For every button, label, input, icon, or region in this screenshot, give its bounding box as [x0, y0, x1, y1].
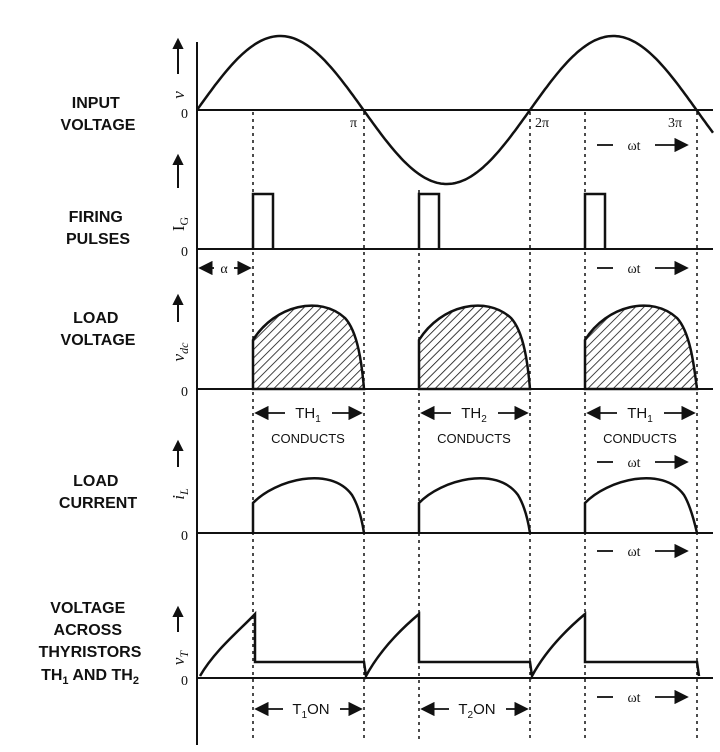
conduction-text-2: CONDUCTS — [437, 431, 511, 446]
input-axis-label: v — [169, 91, 188, 99]
omega-t-label-4: ωt — [627, 545, 640, 560]
load-current-curves — [251, 477, 699, 534]
omega-t-label-5: ωt — [627, 691, 640, 706]
load-current-pulse-1 — [251, 477, 366, 534]
t1-on-label: T1ON — [292, 701, 329, 721]
input-zero-label: 0 — [181, 107, 188, 122]
thyristor-voltage-title: VOLTAGE ACROSS THYRISTORS — [39, 600, 142, 661]
load-current-zero-label: 0 — [181, 529, 188, 544]
load-voltage-axis-label: vdc — [169, 342, 191, 362]
two-pi-tick-label: 2π — [535, 116, 549, 131]
omega-t-label-1: ωt — [627, 139, 640, 154]
pi-tick-label: π — [350, 116, 357, 131]
load-current-pulse-2 — [417, 477, 532, 534]
conduction-th-label-2: TH2 — [461, 405, 487, 425]
load-current-pulse-3 — [583, 477, 699, 534]
load-voltage-lobe-3 — [583, 304, 699, 391]
alpha-label: α — [220, 262, 228, 277]
load-current-axis-label: iL — [169, 488, 191, 500]
omega-t-markers — [597, 137, 689, 705]
load-voltage-title: LOAD VOLTAGE — [61, 310, 136, 349]
thyristor-voltage-curve — [198, 610, 701, 680]
firing-pulses — [251, 192, 607, 249]
load-current-title: LOAD CURRENT — [59, 473, 137, 512]
input-sine-wave — [195, 34, 715, 186]
thyristor-zero-label: 0 — [181, 674, 188, 689]
conduction-th-label-1: TH1 — [295, 405, 321, 425]
input-voltage-title: INPUT VOLTAGE — [61, 95, 136, 134]
axis-up-arrows — [172, 37, 184, 632]
thyristor-voltage-title-last: TH1 AND TH2 — [41, 667, 139, 687]
t2-on-label: T2ON — [458, 701, 495, 721]
conduction-text-3: CONDUCTS — [603, 431, 677, 446]
firing-pulse-1 — [251, 192, 275, 249]
thyristor-axis-label: vT — [169, 650, 191, 666]
load-voltage-lobe-1 — [251, 304, 366, 391]
firing-pulse-2 — [417, 192, 441, 249]
guide-lines — [252, 112, 698, 740]
conduction-text-1: CONDUCTS — [271, 431, 345, 446]
firing-pulses-title: FIRING PULSES — [66, 209, 130, 248]
load-voltage-zero-label: 0 — [181, 385, 188, 400]
firing-zero-label: 0 — [181, 245, 188, 260]
load-voltage-lobes — [251, 304, 699, 391]
firing-pulse-3 — [583, 192, 607, 249]
three-pi-tick-label: 3π — [668, 116, 682, 131]
firing-axis-label: IG — [169, 217, 191, 232]
omega-t-label-2: ωt — [627, 262, 640, 277]
omega-t-label-3: ωt — [627, 456, 640, 471]
load-voltage-lobe-2 — [417, 304, 532, 391]
conduction-th-label-3: TH1 — [627, 405, 653, 425]
